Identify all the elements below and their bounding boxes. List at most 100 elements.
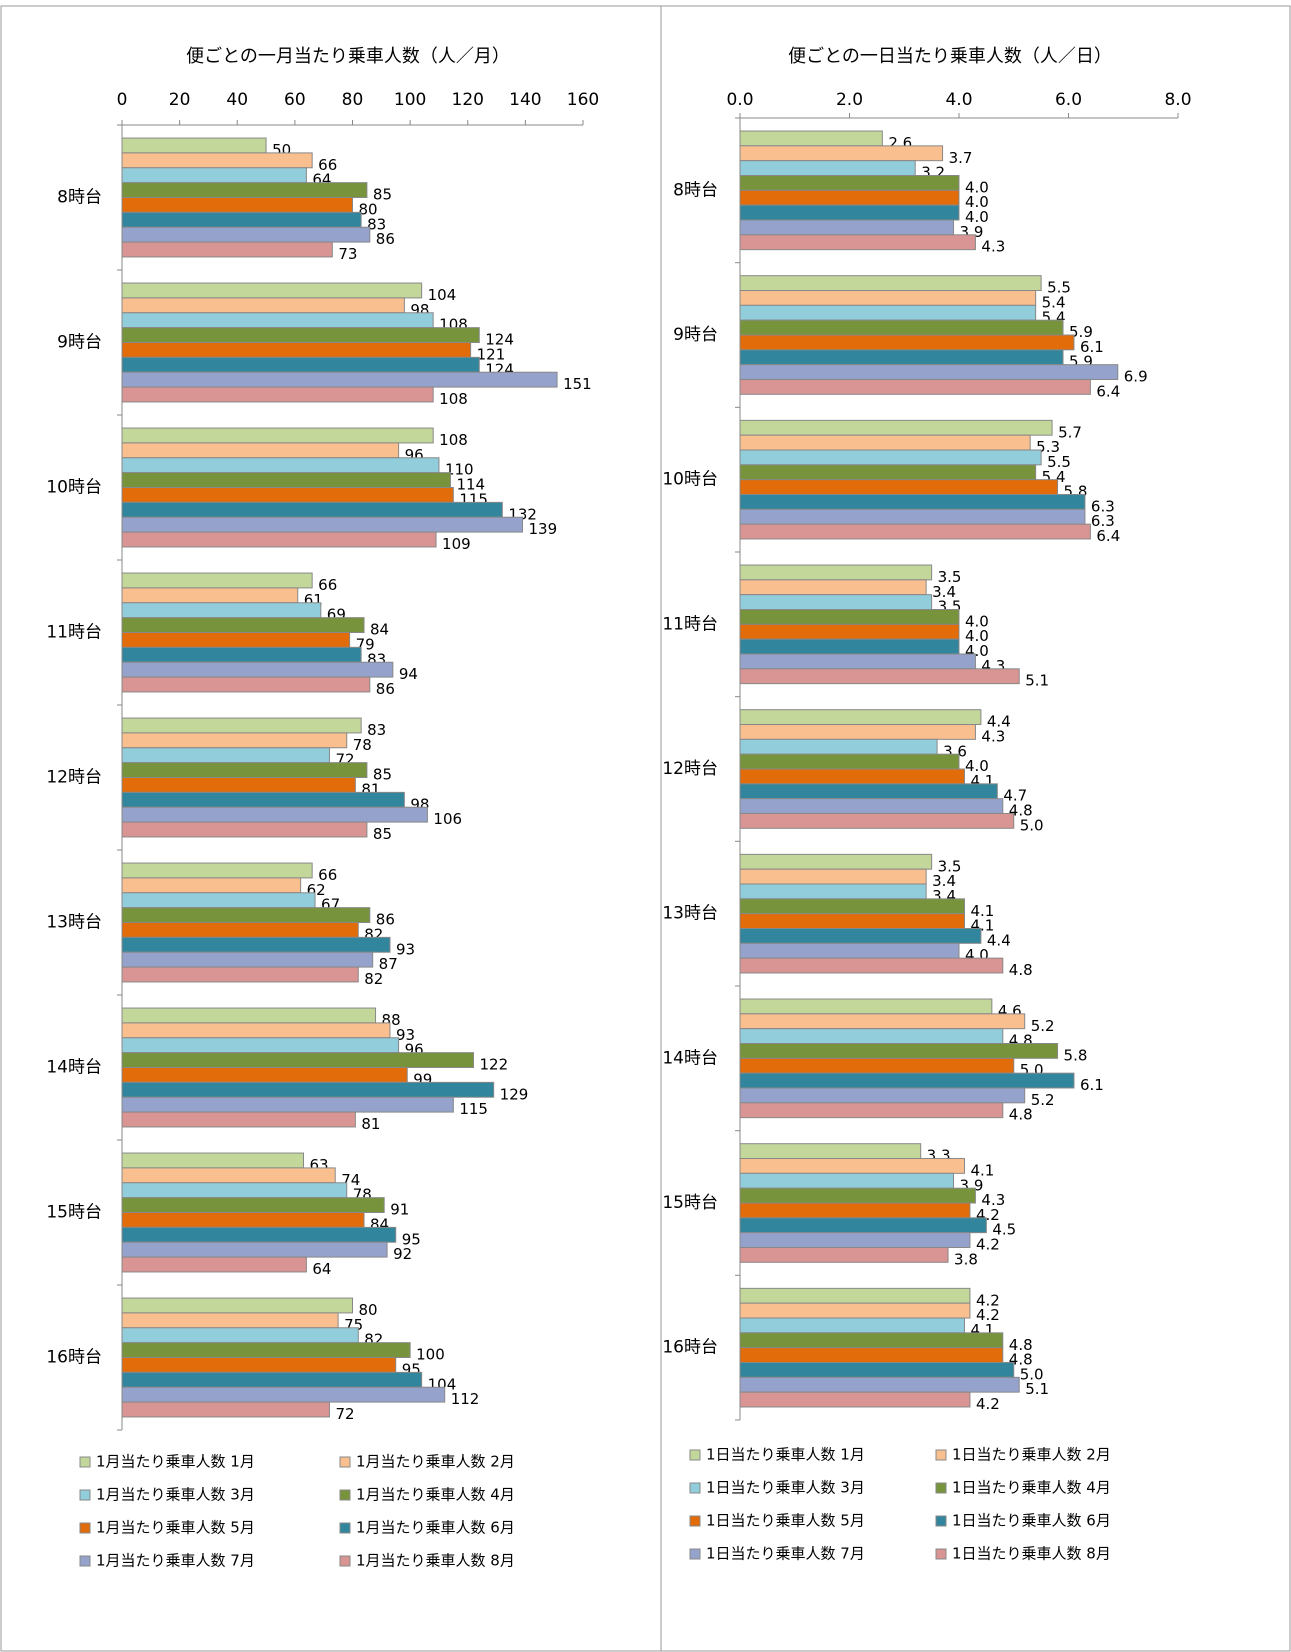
bar	[121, 457, 440, 474]
data-label: 6.3	[1091, 497, 1115, 515]
bar	[121, 487, 454, 503]
bar	[121, 1081, 495, 1098]
bar	[121, 427, 434, 444]
data-label: 3.7	[949, 149, 973, 167]
data-label: 5.1	[1025, 1380, 1049, 1398]
data-label: 3.5	[938, 857, 962, 875]
data-label: 86	[376, 230, 395, 248]
data-label: 4.4	[987, 931, 1011, 949]
data-label: 108	[439, 431, 468, 449]
legend-label: 1日当たり乗車人数 2月	[952, 1446, 1111, 1464]
bar	[121, 661, 394, 678]
data-label: 5.3	[1036, 438, 1060, 456]
data-label: 66	[318, 866, 337, 884]
data-label: 4.8	[1009, 1106, 1033, 1124]
data-label: 6.3	[1091, 512, 1115, 530]
data-label: 122	[480, 1056, 509, 1074]
bar	[121, 211, 362, 228]
x-tick-label: 2.0	[836, 90, 863, 110]
bar	[739, 724, 976, 740]
data-label: 6.1	[1080, 1076, 1104, 1094]
bar	[739, 709, 982, 726]
legend-swatch	[689, 1482, 701, 1494]
bar	[121, 1312, 339, 1329]
x-tick-label: 20	[169, 90, 191, 110]
bar	[739, 508, 1086, 525]
y-tick-label: 11時台	[662, 614, 718, 634]
bar	[739, 798, 1004, 814]
bar	[739, 942, 960, 959]
data-label: 91	[390, 1201, 409, 1219]
bar	[121, 531, 437, 548]
bar	[121, 1052, 475, 1068]
data-label: 129	[500, 1085, 529, 1103]
bar	[121, 1167, 336, 1184]
legend-label: 1月当たり乗車人数 4月	[356, 1486, 515, 1504]
legend-label: 1月当たり乗車人数 6月	[356, 1519, 515, 1537]
bar	[739, 1013, 1026, 1030]
bar	[121, 1067, 408, 1083]
bar	[121, 226, 371, 243]
bar	[739, 1317, 965, 1334]
bar	[121, 877, 302, 894]
legend-label: 1月当たり乗車人数 3月	[96, 1486, 255, 1504]
legend-label: 1月当たり乗車人数 8月	[356, 1552, 515, 1570]
bar	[121, 907, 371, 924]
legend-label: 1日当たり乗車人数 8月	[952, 1545, 1111, 1563]
bar	[739, 419, 1053, 436]
chart-title: 便ごとの一月当たり乗車人数（人／月）	[186, 46, 510, 67]
legend-swatch	[339, 1555, 351, 1567]
bar	[739, 145, 944, 162]
bar	[739, 1302, 971, 1319]
data-label: 4.3	[981, 727, 1005, 745]
bar	[739, 638, 960, 655]
legend-swatch	[935, 1449, 947, 1461]
legend-label: 1月当たり乗車人数 1月	[96, 1453, 255, 1471]
bar	[121, 1241, 388, 1258]
bar	[739, 609, 960, 625]
bar	[739, 493, 1086, 510]
bar	[121, 717, 362, 734]
bar	[121, 356, 480, 373]
bar	[739, 594, 933, 611]
data-label: 4.3	[981, 238, 1005, 256]
legend-label: 1日当たり乗車人数 3月	[706, 1479, 865, 1497]
bar	[739, 378, 1091, 395]
bar	[739, 783, 998, 800]
data-label: 110	[445, 461, 474, 479]
data-label: 109	[442, 535, 471, 553]
data-label: 83	[367, 215, 386, 233]
data-label: 4.8	[1009, 802, 1033, 820]
bar	[739, 1072, 1075, 1089]
bar	[121, 747, 330, 764]
bar	[121, 791, 405, 808]
data-label: 83	[367, 721, 386, 739]
legend-swatch	[339, 1456, 351, 1468]
bar	[121, 646, 362, 663]
bar	[121, 862, 313, 879]
x-tick-label: 4.0	[945, 90, 972, 110]
x-tick-label: 100	[394, 90, 426, 110]
legend-swatch	[79, 1489, 91, 1501]
data-label: 80	[359, 1301, 378, 1319]
data-label: 4.4	[987, 713, 1011, 731]
bar	[739, 1087, 1026, 1104]
data-label: 4.2	[976, 1291, 1000, 1309]
bar	[739, 334, 1075, 351]
legend-swatch	[339, 1522, 351, 1534]
bar	[739, 1028, 1004, 1045]
bar	[121, 167, 307, 184]
bar	[739, 319, 1064, 336]
bar	[121, 676, 371, 693]
data-label: 108	[439, 390, 468, 408]
bar	[739, 434, 1031, 451]
bar	[121, 342, 472, 358]
data-label: 4.2	[976, 1236, 1000, 1254]
data-label: 112	[451, 1390, 480, 1408]
bar	[121, 951, 374, 968]
data-label: 4.0	[965, 627, 989, 645]
legend-label: 1日当たり乗車人数 7月	[706, 1545, 865, 1563]
data-label: 6.1	[1080, 338, 1104, 356]
x-tick-label: 60	[284, 90, 306, 110]
bar	[121, 1182, 348, 1199]
